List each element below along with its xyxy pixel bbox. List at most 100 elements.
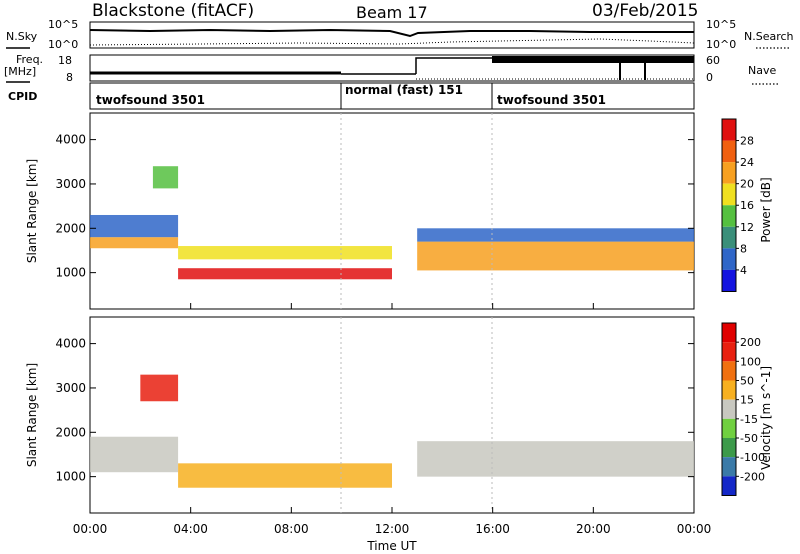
x-axis-ticks: 00:00 04:00 08:00 12:00 16:00 20:00 00:00	[73, 303, 712, 536]
velocity-colorbar: 200 100 50 15 -15 -50 -100 -200	[721, 322, 765, 496]
band-0	[90, 436, 179, 473]
colorbar-seg-0	[722, 323, 736, 343]
power-bands	[90, 166, 694, 280]
ytick-label-3: 4000	[55, 133, 86, 147]
ytick-label-0: 1000	[55, 470, 86, 484]
colorbar-seg-3	[722, 183, 736, 206]
colorbar-tick-label-4: 20	[740, 178, 754, 191]
velocity-bands	[90, 374, 694, 488]
colorbar-seg-3	[722, 380, 736, 400]
cpid-label: CPID	[8, 90, 37, 103]
noise-right-bottom: 10^0	[706, 38, 736, 51]
colorbar-tick-label-1: 100	[740, 355, 761, 368]
band-1	[178, 463, 392, 488]
xtick-label-4: 16:00	[475, 522, 510, 536]
band-4	[417, 241, 694, 271]
colorbar-seg-2	[722, 361, 736, 381]
ytick-label-1: 2000	[55, 221, 86, 235]
xtick-label-5: 20:00	[576, 522, 611, 536]
beam-title: Beam 17	[356, 3, 428, 22]
ytick-label-0: 1000	[55, 266, 86, 280]
band-3	[178, 268, 392, 280]
date-title: 03/Feb/2015	[592, 1, 698, 21]
xtick-label-1: 04:00	[173, 522, 208, 536]
xtick-label-3: 12:00	[375, 522, 410, 536]
freq-block	[492, 56, 694, 63]
band-2	[417, 441, 694, 477]
frequency-panel	[89, 54, 695, 82]
freq-right-top: 60	[706, 54, 720, 67]
cpid-segment-2: normal (fast) 151	[345, 83, 463, 97]
colorbar-tick-label-3: 16	[740, 199, 754, 212]
velocity-panel: 1000 2000 3000 4000 Slant Range [km]	[25, 316, 695, 514]
band-3	[140, 374, 179, 402]
colorbar-seg-5	[722, 418, 736, 438]
colorbar-seg-0	[722, 119, 736, 141]
noise-right-top: 10^5	[706, 18, 736, 31]
colorbar-tick-label-5: -50	[740, 432, 758, 445]
colorbar-tick-label-5: 24	[740, 156, 754, 169]
freq-unit-label: [MHz]	[4, 65, 36, 78]
colorbar-seg-6	[722, 248, 736, 270]
band-2	[178, 246, 392, 260]
colorbar-tick-label-2: 12	[740, 221, 754, 234]
freq-label: Freq.	[16, 53, 43, 66]
velocity-colorbar-label: Velocity [m s^-1]	[759, 366, 773, 470]
colorbar-tick-label-1: 8	[740, 242, 747, 255]
colorbar-seg-6	[722, 437, 736, 458]
band-1	[90, 214, 179, 238]
colorbar-seg-4	[722, 399, 736, 419]
colorbar-seg-1	[722, 342, 736, 362]
colorbar-seg-7	[722, 457, 736, 477]
power-ylabel: Slant Range [km]	[25, 159, 39, 263]
nsky-label: N.Sky	[6, 30, 38, 43]
band-0	[90, 237, 179, 249]
cpid-segment-1: twofsound 3501	[96, 93, 205, 107]
band-5	[417, 228, 694, 242]
noise-panel	[89, 21, 695, 49]
nsearch-label: N.Search	[744, 30, 794, 43]
freq-left-top: 18	[58, 54, 72, 67]
ytick-label-3: 4000	[55, 337, 86, 351]
noise-search-line	[89, 38, 695, 46]
colorbar-tick-label-2: 50	[740, 374, 754, 387]
noise-left-top: 10^5	[48, 18, 78, 31]
freq-right-bottom: 0	[706, 71, 713, 84]
nave-label: Nave	[748, 64, 776, 77]
colorbar-tick-label-7: -200	[740, 470, 765, 483]
colorbar-seg-4	[722, 205, 736, 227]
noise-sky-line	[89, 28, 694, 38]
ytick-label-2: 3000	[55, 177, 86, 191]
colorbar-tick-label-0: 200	[740, 336, 761, 349]
xtick-label-0: 00:00	[73, 522, 108, 536]
x-axis-label: Time UT	[366, 539, 417, 553]
colorbar-tick-label-3: 15	[740, 394, 754, 407]
power-colorbar: 4 8 12 16 20 24 28	[721, 118, 754, 292]
freq-step	[415, 57, 492, 74]
colorbar-tick-label-4: -15	[740, 413, 758, 426]
colorbar-seg-8	[722, 476, 736, 496]
power-colorbar-label: Power [dB]	[759, 177, 773, 242]
colorbar-tick-label-6: -100	[740, 451, 765, 464]
power-yticks: 1000 2000 3000 4000	[55, 133, 694, 280]
colorbar-tick-label-0: 4	[740, 264, 747, 277]
colorbar-seg-5	[722, 226, 736, 249]
velocity-ylabel: Slant Range [km]	[25, 363, 39, 467]
freq-left-bottom: 8	[66, 71, 73, 84]
colorbar-tick-label-6: 28	[740, 135, 754, 148]
noise-left-bottom: 10^0	[48, 38, 78, 51]
colorbar-seg-1	[722, 140, 736, 163]
cpid-segment-3: twofsound 3501	[497, 93, 606, 107]
colorbar-seg-7	[722, 269, 736, 292]
velocity-yticks: 1000 2000 3000 4000	[55, 337, 694, 484]
xtick-label-2: 08:00	[274, 522, 309, 536]
ytick-label-2: 3000	[55, 381, 86, 395]
colorbar-seg-2	[722, 162, 736, 184]
colorbar-frame	[721, 322, 737, 496]
ytick-label-1: 2000	[55, 425, 86, 439]
xtick-label-6: 00:00	[677, 522, 712, 536]
band-6	[152, 166, 179, 189]
station-title: Blackstone (fitACF)	[92, 1, 254, 21]
power-panel: 1000 2000 3000 4000 Slant Range [km]	[25, 112, 695, 310]
